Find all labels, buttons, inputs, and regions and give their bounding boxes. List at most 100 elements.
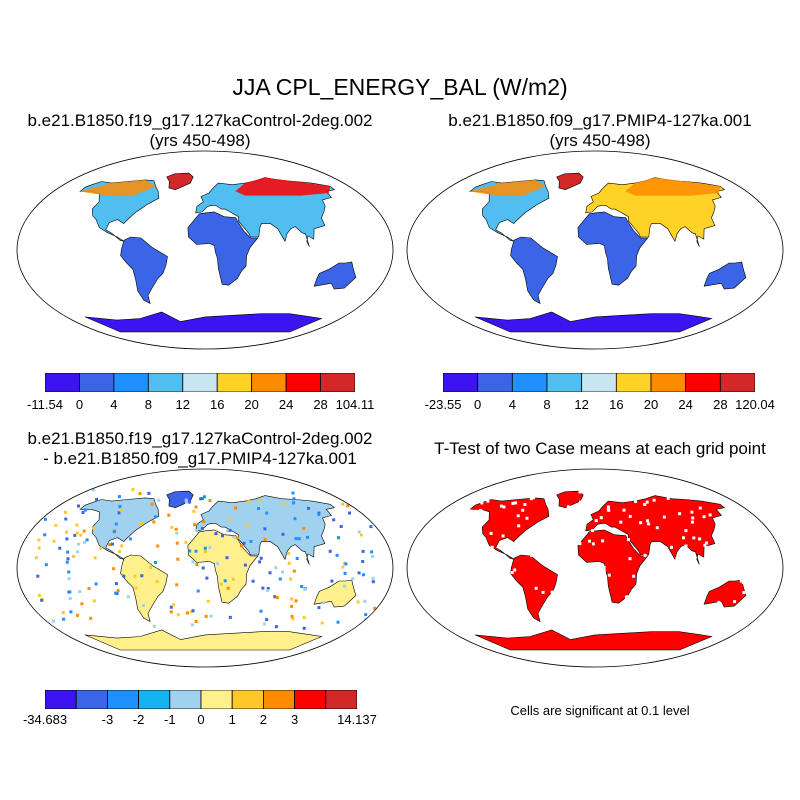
grid-cell bbox=[476, 492, 480, 496]
grid-cell bbox=[282, 502, 286, 506]
grid-cell bbox=[663, 566, 667, 570]
continent-samerica bbox=[120, 236, 168, 305]
grid-cell bbox=[587, 597, 591, 601]
grid-cell bbox=[462, 530, 466, 533]
grid-cell bbox=[167, 513, 171, 517]
grid-cell bbox=[227, 513, 231, 517]
grid-cell bbox=[637, 605, 641, 609]
grid-cell bbox=[717, 600, 721, 604]
grid-cell bbox=[619, 520, 623, 524]
grid-cell bbox=[67, 570, 71, 574]
grid-cell bbox=[289, 577, 293, 581]
grid-cell bbox=[752, 520, 756, 524]
grid-cell bbox=[676, 554, 680, 557]
grid-cell bbox=[591, 542, 595, 546]
colorbar-label: 14.137 bbox=[337, 712, 377, 727]
continent-africa bbox=[187, 211, 259, 286]
grid-cell bbox=[294, 537, 298, 541]
grid-cell bbox=[649, 590, 653, 594]
colorbar-label: 0 bbox=[75, 397, 84, 412]
grid-cell bbox=[435, 548, 439, 552]
colorbar-label: 4 bbox=[508, 397, 516, 412]
colorbar-box bbox=[719, 373, 755, 392]
grid-cell bbox=[152, 624, 156, 628]
grid-cell bbox=[666, 581, 670, 585]
grid-cell bbox=[228, 528, 232, 532]
grid-cell bbox=[733, 563, 737, 567]
grid-cell bbox=[228, 615, 232, 619]
grid-cell bbox=[72, 554, 76, 558]
grid-cell bbox=[185, 500, 188, 504]
colorbar-label: 4 bbox=[110, 397, 118, 412]
grid-cell bbox=[154, 515, 158, 519]
grid-cell bbox=[303, 587, 307, 591]
grid-cell bbox=[266, 587, 270, 590]
grid-cell bbox=[622, 508, 626, 512]
grid-cell bbox=[762, 619, 766, 622]
colorbar-box bbox=[511, 373, 548, 392]
grid-cell bbox=[509, 551, 513, 555]
grid-cell bbox=[147, 491, 151, 495]
grid-cell bbox=[468, 496, 472, 500]
grid-cell bbox=[682, 536, 685, 540]
grid-cell bbox=[516, 514, 520, 518]
grid-cell bbox=[118, 505, 122, 509]
grid-cell bbox=[243, 563, 247, 567]
grid-cell bbox=[149, 565, 153, 569]
grid-cell bbox=[119, 508, 123, 512]
grid-cell bbox=[77, 542, 81, 546]
grid-cell bbox=[461, 510, 465, 514]
grid-cell bbox=[226, 586, 230, 590]
grid-cell bbox=[278, 577, 282, 581]
grid-cell bbox=[646, 519, 649, 523]
grid-cell bbox=[302, 626, 306, 630]
grid-cell bbox=[52, 539, 56, 543]
grid-cell bbox=[588, 599, 592, 603]
grid-cell bbox=[513, 568, 517, 572]
grid-cell bbox=[297, 537, 301, 541]
grid-cell bbox=[80, 602, 84, 606]
grid-cell bbox=[698, 537, 702, 541]
grid-cell bbox=[591, 529, 595, 533]
grid-cell bbox=[175, 541, 179, 545]
grid-cell bbox=[73, 533, 77, 537]
grid-cell bbox=[706, 571, 710, 575]
grid-cell bbox=[118, 550, 121, 553]
grid-cell bbox=[739, 564, 743, 568]
grid-cell bbox=[689, 494, 693, 498]
grid-cell bbox=[438, 515, 442, 518]
grid-cell bbox=[186, 611, 189, 615]
grid-cell bbox=[265, 511, 269, 515]
continent-australia bbox=[313, 261, 357, 290]
significance-note: Cells are significant at 0.1 level bbox=[510, 703, 690, 718]
grid-cell bbox=[292, 497, 296, 501]
grid-cell bbox=[293, 517, 297, 521]
grid-cell bbox=[328, 549, 332, 553]
continent-antarctica bbox=[84, 311, 323, 333]
grid-cell bbox=[434, 573, 438, 577]
grid-cell bbox=[208, 545, 212, 549]
grid-cell bbox=[290, 614, 294, 618]
grid-cell bbox=[37, 593, 41, 597]
continent-greenland bbox=[556, 172, 584, 191]
grid-cell bbox=[176, 613, 180, 617]
colorbar-label: 2 bbox=[259, 712, 267, 727]
grid-cell bbox=[587, 602, 591, 606]
grid-cell bbox=[274, 566, 278, 570]
grid-cell bbox=[607, 508, 611, 512]
grid-cell bbox=[588, 539, 591, 543]
grid-cell bbox=[128, 537, 132, 541]
grid-cell bbox=[95, 497, 99, 501]
grid-cell bbox=[430, 599, 434, 603]
grid-cell bbox=[169, 605, 173, 609]
continent-samerica bbox=[120, 554, 168, 623]
grid-cell bbox=[508, 546, 512, 550]
grid-cell bbox=[82, 529, 86, 533]
grid-cell bbox=[291, 491, 295, 495]
grid-cell bbox=[602, 565, 606, 569]
grid-cell bbox=[92, 599, 96, 603]
grid-cell bbox=[744, 601, 748, 605]
grid-cell bbox=[362, 573, 365, 577]
colorbar-box bbox=[685, 373, 721, 392]
colorbar-difference bbox=[45, 690, 357, 709]
